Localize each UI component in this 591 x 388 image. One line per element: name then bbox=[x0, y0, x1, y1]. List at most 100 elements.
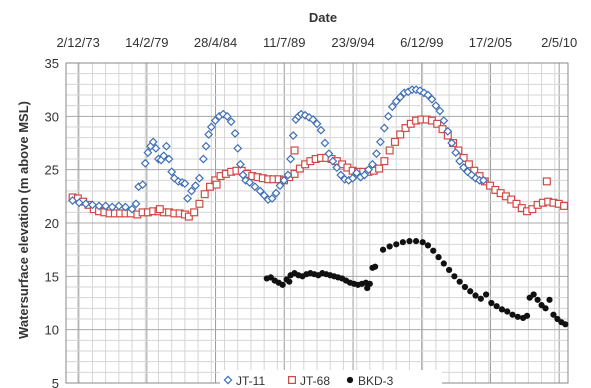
jt-11-point bbox=[204, 130, 214, 139]
x-tick-labels: 2/12/73 14/2/79 28/4/84 11/7/89 23/9/94 6/12/… bbox=[56, 35, 577, 50]
legend-marker-jt-11 bbox=[223, 375, 233, 385]
jt-11-point bbox=[94, 201, 104, 211]
jt-11-point bbox=[143, 148, 153, 158]
series-jt-11 bbox=[68, 85, 488, 214]
legend-marker-jt-68 bbox=[288, 376, 297, 385]
jt-11-point bbox=[127, 204, 137, 214]
jt-11-point bbox=[159, 151, 169, 161]
y-tick-label: 35 bbox=[45, 56, 59, 71]
jt-68-point bbox=[385, 146, 394, 155]
jt-68-point bbox=[433, 119, 442, 128]
jt-11-point bbox=[364, 165, 373, 175]
x-axis-title: Date bbox=[309, 10, 337, 25]
legend: JT-11 JT-68 BKD-3 bbox=[220, 370, 442, 388]
jt-11-point bbox=[439, 116, 449, 126]
jt-11-point bbox=[288, 131, 298, 140]
bkd-3-point bbox=[523, 312, 531, 319]
bkd-3-point bbox=[534, 296, 541, 303]
jt-11-point bbox=[259, 190, 269, 200]
y-tick-label: 15 bbox=[45, 269, 59, 284]
jt-11-point bbox=[471, 173, 480, 183]
jt-11-point bbox=[348, 173, 358, 183]
jt-68-point bbox=[375, 164, 384, 173]
bkd-3-point bbox=[472, 292, 479, 299]
jt-11-point bbox=[431, 101, 441, 111]
jt-11-point bbox=[286, 154, 296, 164]
legend-label-jt-11: JT-11 bbox=[236, 374, 265, 388]
bkd-3-point bbox=[493, 303, 500, 310]
jt-11-point bbox=[283, 170, 293, 180]
jt-11-point bbox=[427, 94, 437, 104]
gridlines bbox=[66, 62, 568, 384]
jt-11-point bbox=[312, 119, 322, 129]
x-tick-label: 23/9/94 bbox=[331, 35, 374, 50]
jt-11-point bbox=[167, 167, 177, 177]
jt-11-point bbox=[455, 156, 465, 166]
jt-11-point bbox=[391, 96, 401, 106]
jt-11-point bbox=[210, 116, 220, 126]
x-tick-label: 11/7/89 bbox=[263, 35, 305, 50]
jt-68-point bbox=[290, 146, 299, 155]
jt-11-point bbox=[230, 128, 240, 138]
jt-68-point bbox=[295, 164, 304, 173]
jt-68-point bbox=[560, 201, 569, 210]
jt-68-point bbox=[390, 137, 399, 146]
jt-11-point bbox=[328, 156, 338, 166]
bkd-3-point bbox=[504, 308, 511, 315]
jt-11-point bbox=[383, 111, 393, 121]
bkd-3-point bbox=[435, 254, 442, 261]
jt-11-point bbox=[371, 149, 381, 159]
jt-11-point bbox=[245, 178, 255, 187]
jt-11-point bbox=[164, 154, 174, 164]
bkd-3-point bbox=[446, 266, 453, 274]
jt-11-point bbox=[255, 186, 265, 196]
bkd-3-point bbox=[498, 306, 506, 313]
bkd-3-point bbox=[364, 284, 371, 292]
y-tick-label: 30 bbox=[45, 109, 59, 124]
legend-label-jt-68: JT-68 bbox=[300, 374, 330, 388]
series-layer bbox=[68, 85, 569, 328]
jt-11-point bbox=[191, 181, 200, 191]
jt-11-point bbox=[138, 180, 148, 190]
bkd-3-point bbox=[372, 263, 379, 270]
jt-11-point bbox=[423, 90, 433, 100]
bkd-3-point bbox=[430, 247, 437, 254]
jt-11-point bbox=[459, 163, 469, 172]
bkd-3-point bbox=[406, 238, 413, 245]
jt-68-point bbox=[507, 195, 516, 204]
bkd-3-point bbox=[550, 311, 557, 318]
bkd-3-point bbox=[419, 239, 426, 246]
legend-background bbox=[220, 370, 442, 388]
jt-68-point bbox=[486, 181, 495, 190]
jt-68-point bbox=[200, 190, 209, 199]
jt-11-point bbox=[131, 199, 141, 209]
jt-11-point bbox=[87, 200, 97, 210]
bkd-3-point bbox=[562, 321, 569, 328]
jt-11-point bbox=[447, 138, 457, 148]
y-tick-labels: 5 10 15 20 25 30 35 bbox=[45, 56, 59, 388]
jt-11-point bbox=[198, 154, 208, 164]
bkd-3-point bbox=[399, 239, 406, 246]
jt-68-point bbox=[542, 177, 551, 186]
jt-11-point bbox=[74, 198, 84, 208]
jt-11-point bbox=[235, 159, 245, 169]
jt-11-point bbox=[279, 175, 289, 185]
jt-11-point bbox=[140, 158, 150, 168]
jt-11-point bbox=[379, 123, 389, 133]
y-tick-label: 5 bbox=[52, 376, 59, 388]
jt-68-point bbox=[464, 160, 473, 169]
bkd-3-point bbox=[488, 299, 495, 307]
legend-marker-bkd-3 bbox=[346, 376, 354, 384]
x-tick-label: 6/12/99 bbox=[400, 35, 443, 50]
jt-11-point bbox=[451, 148, 461, 158]
jt-11-point bbox=[332, 163, 342, 172]
bkd-3-point bbox=[467, 288, 474, 295]
x-tick-label: 17/2/05 bbox=[469, 35, 512, 50]
jt-68-point bbox=[190, 208, 199, 217]
bkd-3-point bbox=[482, 291, 490, 298]
jt-11-point bbox=[395, 92, 405, 102]
x-tick-label: 14/2/79 bbox=[125, 35, 168, 50]
jt-11-point bbox=[151, 143, 161, 153]
